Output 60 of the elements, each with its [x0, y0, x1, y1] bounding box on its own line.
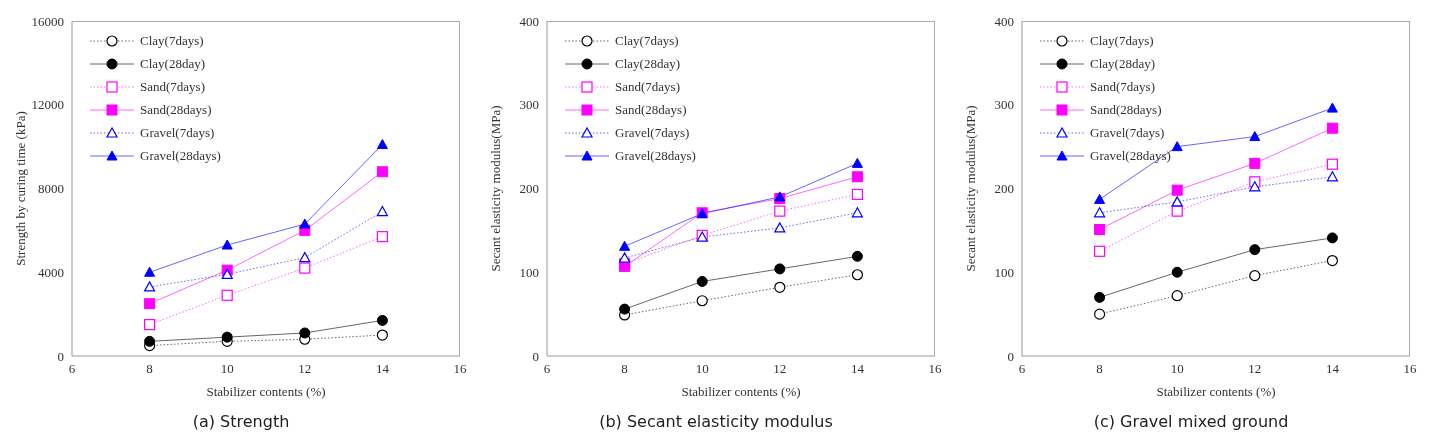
x-tick-label: 16: [928, 361, 942, 377]
legend-label: Clay(28day): [1090, 55, 1155, 73]
y-tick-label: 16000: [31, 13, 64, 29]
text: (b) Secant elasticity modulus: [598, 412, 834, 431]
text: (c) Gravel mixed ground: [1092, 412, 1290, 431]
legend-label: Sand(28days): [140, 101, 212, 119]
legend-label: Sand(28days): [615, 101, 687, 119]
x-tick-label: 6: [68, 361, 76, 377]
y-tick-label: 400: [519, 13, 539, 29]
y-tick-label: 300: [994, 97, 1014, 113]
x-tick-label: 8: [146, 361, 153, 377]
legend-label: Clay(7days): [1090, 32, 1154, 50]
legend-label: Gravel(7days): [1090, 124, 1165, 142]
text: (a) Strength: [191, 412, 291, 431]
x-axis-title: Stabilizer contents (%): [1156, 384, 1276, 399]
x-tick-label: 16: [453, 361, 467, 377]
legend-label: Clay(7days): [140, 32, 204, 50]
x-tick-label: 14: [1325, 361, 1340, 377]
y-axis-title: Strength by curing time (kPa): [12, 111, 28, 266]
x-axis-title: Stabilizer contents (%): [681, 384, 801, 399]
x-tick-label: 6: [543, 361, 551, 377]
y-tick-label: 200: [994, 181, 1014, 197]
legend-label: Gravel(28days): [1090, 147, 1171, 165]
legend-label: Clay(28day): [615, 55, 680, 73]
x-tick-label: 6: [1018, 361, 1026, 377]
x-tick-label: 10: [1170, 361, 1184, 377]
x-tick-label: 16: [1403, 361, 1417, 377]
legend-label: Gravel(28days): [140, 147, 221, 165]
x-tick-label: 12: [1248, 361, 1262, 377]
y-tick-label: 100: [519, 264, 539, 280]
x-tick-label: 12: [298, 361, 312, 377]
legend-label: Sand(7days): [1090, 78, 1155, 96]
x-tick-label: 8: [1096, 361, 1103, 377]
x-tick-label: 12: [773, 361, 787, 377]
legend-label: Clay(28day): [140, 55, 205, 73]
x-tick-label: 10: [695, 361, 709, 377]
y-tick-label: 12000: [31, 97, 64, 113]
y-tick-label: 8000: [38, 181, 64, 197]
y-tick-label: 200: [519, 181, 539, 197]
y-tick-label: 100: [994, 264, 1014, 280]
legend-label: Gravel(28days): [615, 147, 696, 165]
y-tick-label: 0: [532, 348, 539, 364]
legend-label: Sand(7days): [615, 78, 680, 96]
legend-label: Sand(28days): [1090, 101, 1162, 119]
y-axis-title: Secant elasticity modulus(MPa): [962, 105, 978, 272]
x-tick-label: 8: [621, 361, 628, 377]
legend-label: Gravel(7days): [140, 124, 215, 142]
y-tick-label: 0: [57, 348, 64, 364]
legend-label: Sand(7days): [140, 78, 205, 96]
y-tick-label: 300: [519, 97, 539, 113]
y-axis-title: Secant elasticity modulus(MPa): [487, 105, 503, 272]
x-tick-label: 14: [375, 361, 390, 377]
y-tick-label: 4000: [38, 264, 64, 280]
x-tick-label: 10: [220, 361, 234, 377]
y-tick-label: 400: [994, 13, 1014, 29]
x-tick-label: 14: [850, 361, 865, 377]
x-axis-title: Stabilizer contents (%): [206, 384, 326, 399]
legend-label: Clay(7days): [615, 32, 679, 50]
y-tick-label: 0: [1007, 348, 1014, 364]
legend-label: Gravel(7days): [615, 124, 690, 142]
